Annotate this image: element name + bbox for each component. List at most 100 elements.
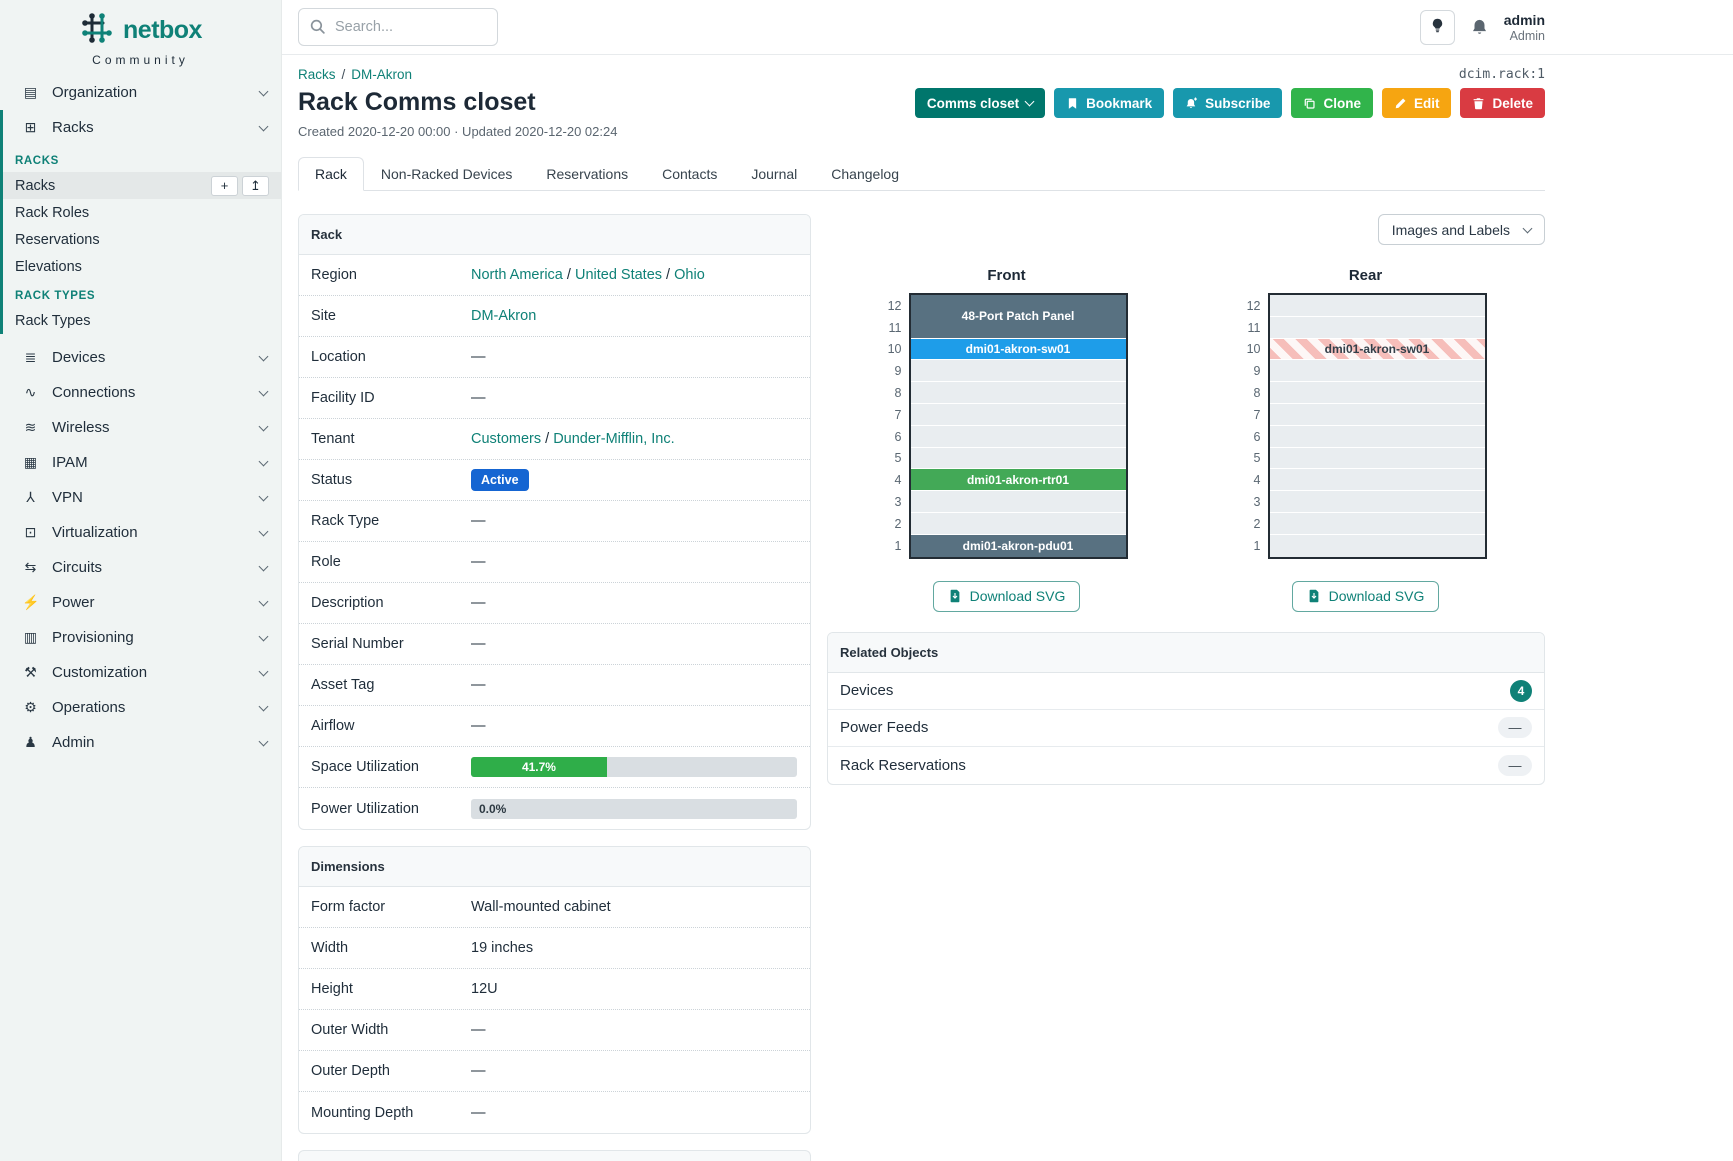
- chevron-down-icon: [258, 86, 269, 96]
- rack-unit-empty[interactable]: [1269, 447, 1485, 470]
- rack-unit-empty[interactable]: [1269, 403, 1485, 426]
- link-united-states[interactable]: United States: [574, 267, 663, 283]
- netbox-logo[interactable]: netbox Community: [0, 0, 281, 75]
- sidebar-link-rack-roles[interactable]: Rack Roles: [3, 199, 281, 226]
- add-button[interactable]: +: [211, 175, 238, 196]
- rack-unit-empty[interactable]: [1269, 295, 1485, 317]
- dimension-row-mounting-depth: Mounting Depth —: [299, 1092, 810, 1133]
- sidebar-link-rack-types[interactable]: Rack Types: [3, 307, 281, 334]
- rack-row-location: Location —: [299, 337, 810, 378]
- rack-unit-empty[interactable]: [910, 512, 1126, 535]
- trash-icon: [1472, 97, 1485, 110]
- connections-icon: ∿: [24, 384, 37, 400]
- sidebar-item-racks[interactable]: ⊞ Racks: [3, 110, 281, 145]
- unit-number: 2: [894, 516, 902, 531]
- tab-reservations[interactable]: Reservations: [529, 157, 645, 191]
- breadcrumb-racks-link[interactable]: Racks: [298, 67, 336, 82]
- device-48-port-patch-panel[interactable]: 48-Port Patch Panel: [910, 295, 1126, 339]
- related-row-rack-reservations[interactable]: Rack Reservations —: [828, 747, 1544, 784]
- row-value: DM-Akron: [471, 308, 798, 324]
- rack-unit-empty[interactable]: [1269, 360, 1485, 383]
- elevation-title: Front: [987, 267, 1026, 284]
- device-dmi01-akron-pdu01[interactable]: dmi01-akron-pdu01: [910, 534, 1126, 557]
- download-svg-button[interactable]: Download SVG: [932, 580, 1081, 612]
- search-input[interactable]: [298, 8, 498, 46]
- breadcrumb-site-link[interactable]: DM-Akron: [351, 67, 413, 82]
- sidebar-item-connections[interactable]: ∿ Connections: [0, 375, 281, 410]
- rack-unit-empty[interactable]: [1269, 534, 1485, 557]
- link-dm-akron[interactable]: DM-Akron: [471, 308, 537, 324]
- row-value: Customers / Dunder-Mifflin, Inc.: [471, 431, 798, 447]
- rack-unit-empty[interactable]: [910, 425, 1126, 448]
- theme-toggle-button[interactable]: [1419, 9, 1455, 45]
- import-button[interactable]: ↥: [242, 175, 269, 196]
- tab-changelog[interactable]: Changelog: [814, 157, 916, 191]
- tabs: Rack Non-Racked Devices Reservations Contac…: [298, 157, 1545, 191]
- sidebar-item-power[interactable]: ⚡ Power: [0, 585, 281, 620]
- sidebar-item-operations[interactable]: ⚙ Operations: [0, 690, 281, 725]
- tab-contacts[interactable]: Contacts: [645, 157, 734, 191]
- link-ohio[interactable]: Ohio: [674, 267, 705, 283]
- tab-rack[interactable]: Rack: [298, 157, 364, 191]
- sidebar-item-label: Provisioning: [52, 629, 134, 646]
- unit-number: 12: [887, 298, 902, 313]
- sidebar-item-provisioning[interactable]: ▥ Provisioning: [0, 620, 281, 655]
- device-dmi01-akron-sw01[interactable]: dmi01-akron-sw01: [910, 338, 1126, 361]
- row-value: —: [471, 677, 486, 693]
- rack-row-asset-tag: Asset Tag —: [299, 665, 810, 706]
- utilization-value: 0.0%: [479, 801, 507, 816]
- rack-unit-empty[interactable]: [1269, 512, 1485, 535]
- button-label: Download SVG: [969, 588, 1066, 605]
- rack-unit-empty[interactable]: [910, 447, 1126, 470]
- sidebar-item-virtualization[interactable]: ⊡ Virtualization: [0, 515, 281, 550]
- sidebar-link-label: Rack Roles: [15, 204, 90, 221]
- rack-row-description: Description —: [299, 583, 810, 624]
- sidebar-item-customization[interactable]: ⚒ Customization: [0, 655, 281, 690]
- sidebar-item-wireless[interactable]: ≋ Wireless: [0, 410, 281, 445]
- rack-unit-empty[interactable]: [910, 403, 1126, 426]
- comms-closet-button[interactable]: Comms closet: [914, 88, 1046, 118]
- delete-button[interactable]: Delete: [1460, 88, 1545, 118]
- sidebar-link-racks[interactable]: Racks + ↥: [3, 172, 281, 199]
- sidebar-link-reservations[interactable]: Reservations: [3, 226, 281, 253]
- clone-button[interactable]: Clone: [1291, 88, 1373, 118]
- images-labels-select[interactable]: Images and Labels: [1377, 214, 1545, 245]
- tab-journal[interactable]: Journal: [734, 157, 814, 191]
- rack-unit-empty[interactable]: [1269, 316, 1485, 339]
- rack-unit-empty[interactable]: [1269, 491, 1485, 513]
- link-dunder-mifflin-inc[interactable]: Dunder-Mifflin, Inc.: [553, 431, 675, 447]
- related-row-devices[interactable]: Devices 4: [828, 673, 1544, 710]
- bookmark-button[interactable]: Bookmark: [1054, 88, 1165, 118]
- row-label: Asset Tag: [311, 677, 375, 693]
- user-menu[interactable]: admin Admin: [1504, 12, 1545, 43]
- lightbulb-icon: [1430, 18, 1445, 36]
- subscribe-button[interactable]: Subscribe: [1173, 88, 1283, 118]
- sidebar-item-vpn[interactable]: ⅄ VPN: [0, 480, 281, 515]
- device-dmi01-akron-rtr01[interactable]: dmi01-akron-rtr01: [910, 469, 1126, 492]
- rack-unit-empty[interactable]: [910, 360, 1126, 383]
- related-row-power-feeds[interactable]: Power Feeds —: [828, 710, 1544, 747]
- sidebar-item-admin[interactable]: ♟ Admin: [0, 725, 281, 760]
- sidebar-item-ipam[interactable]: ▦ IPAM: [0, 445, 281, 480]
- rack-unit-empty[interactable]: [910, 382, 1126, 404]
- rack-unit-empty[interactable]: [910, 491, 1126, 513]
- link-customers[interactable]: Customers: [471, 431, 542, 447]
- chevron-down-icon: [258, 386, 269, 396]
- count-badge: 4: [1510, 679, 1532, 702]
- device-dmi01-akron-sw01[interactable]: dmi01-akron-sw01: [1269, 338, 1485, 361]
- sidebar-link-elevations[interactable]: Elevations: [3, 253, 281, 280]
- rack-unit-empty[interactable]: [1269, 469, 1485, 492]
- link-north-america[interactable]: North America: [471, 267, 563, 283]
- edit-button[interactable]: Edit: [1381, 88, 1452, 118]
- dimension-row-form-factor: Form factor Wall-mounted cabinet: [299, 887, 810, 928]
- button-label: Clone: [1323, 95, 1361, 111]
- rack-unit-empty[interactable]: [1269, 382, 1485, 404]
- sidebar-item-devices[interactable]: ≣ Devices: [0, 340, 281, 375]
- sidebar-item-circuits[interactable]: ⇆ Circuits: [0, 550, 281, 585]
- tab-non-racked-devices[interactable]: Non-Racked Devices: [364, 157, 530, 191]
- download-svg-button[interactable]: Download SVG: [1291, 580, 1440, 612]
- rack-unit-empty[interactable]: [1269, 425, 1485, 448]
- notifications-button[interactable]: [1470, 18, 1489, 37]
- chevron-down-icon: [258, 421, 269, 431]
- sidebar-item-organization[interactable]: ▤ Organization: [0, 75, 281, 110]
